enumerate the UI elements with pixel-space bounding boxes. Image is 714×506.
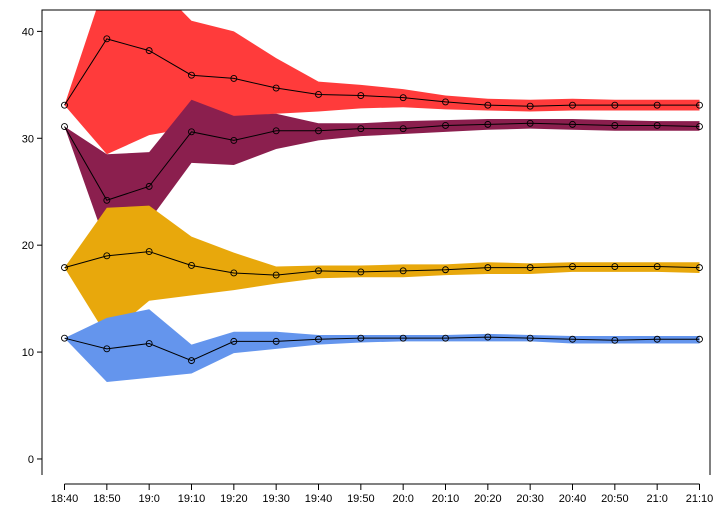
- band-series-2: [64, 99, 700, 247]
- point-series-4-5: [230, 337, 238, 345]
- point-series-4-3: [145, 340, 153, 347]
- point-series-2-14: [611, 121, 619, 129]
- point-series-3-16: [696, 264, 703, 272]
- y-tick-label-0: 0: [28, 454, 34, 466]
- x-tick-label-2: 18:50: [93, 493, 121, 505]
- point-series-1-7: [315, 90, 322, 98]
- point-series-4-10: [442, 334, 449, 342]
- band-series-4: [64, 309, 700, 382]
- point-series-3-5: [230, 269, 238, 277]
- y-tick-label-30: 30: [22, 133, 34, 145]
- line-series-1: [64, 38, 700, 107]
- x-tick-label-9: 20:0: [392, 493, 413, 505]
- point-series-4-14: [611, 336, 619, 344]
- point-series-2-9: [399, 125, 407, 133]
- x-tick-label-12: 20:30: [516, 493, 544, 505]
- point-series-1-5: [230, 74, 238, 82]
- point-series-1-9: [399, 94, 407, 102]
- point-series-2-15: [653, 121, 661, 129]
- point-series-3-13: [569, 263, 576, 271]
- confidence-bands: [64, 10, 700, 382]
- point-series-1-10: [442, 98, 449, 106]
- point-series-2-10: [442, 121, 449, 129]
- x-tick-label-6: 19:30: [262, 493, 290, 505]
- point-series-1-1: [61, 101, 68, 109]
- point-series-2-5: [230, 136, 238, 144]
- point-series-2-12: [526, 119, 534, 127]
- point-series-1-3: [145, 47, 153, 55]
- point-series-4-7: [315, 335, 322, 343]
- point-series-2-4: [188, 128, 195, 136]
- point-series-3-3: [145, 248, 153, 256]
- point-series-4-2: [103, 345, 111, 353]
- point-series-3-15: [653, 263, 661, 271]
- point-series-4-9: [399, 334, 407, 342]
- x-tick-label-7: 19:40: [305, 493, 333, 505]
- data-points: [61, 35, 703, 365]
- point-series-2-8: [357, 125, 365, 133]
- x-tick-label-15: 21:0: [646, 493, 667, 505]
- x-tick-label-3: 19:0: [138, 493, 159, 505]
- point-series-1-15: [653, 101, 661, 109]
- x-tick-label-4: 19:10: [178, 493, 206, 505]
- point-series-4-4: [188, 357, 195, 365]
- x-tick-label-10: 20:10: [432, 493, 460, 505]
- line-series-2: [64, 122, 700, 201]
- point-series-1-12: [526, 102, 534, 110]
- point-series-2-6: [272, 127, 280, 135]
- point-series-2-13: [569, 120, 576, 128]
- y-tick-label-10: 10: [22, 347, 34, 359]
- point-series-2-1: [61, 123, 68, 130]
- point-series-1-4: [188, 71, 195, 79]
- band-series-3: [64, 205, 700, 337]
- point-series-1-6: [272, 84, 280, 92]
- point-series-3-4: [188, 262, 195, 269]
- point-series-4-12: [526, 334, 534, 342]
- point-series-1-16: [696, 101, 703, 109]
- x-tick-label-8: 19:50: [347, 493, 375, 505]
- point-series-4-11: [484, 333, 492, 341]
- point-series-4-13: [569, 335, 576, 343]
- point-series-4-16: [696, 335, 703, 343]
- point-series-3-1: [61, 264, 68, 272]
- line-series-3: [64, 251, 700, 276]
- x-tick-label-5: 19:20: [220, 493, 248, 505]
- point-series-3-6: [272, 271, 280, 279]
- series-lines: [64, 38, 700, 362]
- x-tick-label-16: 21:10: [686, 493, 714, 505]
- point-series-3-12: [526, 264, 534, 272]
- y-tick-label-20: 20: [22, 240, 34, 252]
- point-series-2-2: [103, 196, 111, 204]
- point-series-1-13: [569, 101, 576, 109]
- axes: 0 10 20 30 40 18:40 18:50 19:0 19:10 19:20 19:30 19…: [22, 9, 714, 505]
- point-series-1-14: [611, 101, 619, 109]
- x-tick-label-13: 20:40: [559, 493, 587, 505]
- point-series-2-3: [145, 182, 153, 190]
- point-series-1-11: [484, 101, 492, 109]
- point-series-3-2: [103, 252, 111, 260]
- point-series-1-8: [357, 92, 365, 99]
- point-series-1-2: [103, 35, 111, 43]
- point-series-2-16: [696, 123, 703, 130]
- point-series-4-1: [61, 334, 68, 342]
- point-series-3-9: [399, 267, 407, 275]
- line-series-4: [64, 336, 700, 362]
- point-series-2-11: [484, 120, 492, 128]
- point-series-4-6: [272, 337, 280, 345]
- point-series-3-14: [611, 263, 619, 271]
- x-tick-label-11: 20:20: [474, 493, 502, 505]
- point-series-2-7: [315, 127, 322, 135]
- x-tick-label-14: 20:50: [601, 493, 629, 505]
- x-tick-label-1: 18:40: [51, 493, 79, 505]
- y-tick-label-40: 40: [22, 26, 34, 38]
- point-series-3-11: [484, 264, 492, 272]
- point-series-3-10: [442, 266, 449, 274]
- point-series-4-15: [653, 335, 661, 343]
- point-series-3-8: [357, 268, 365, 276]
- point-series-4-8: [357, 334, 365, 342]
- plot-frame: [41, 9, 711, 475]
- point-series-3-7: [315, 267, 322, 275]
